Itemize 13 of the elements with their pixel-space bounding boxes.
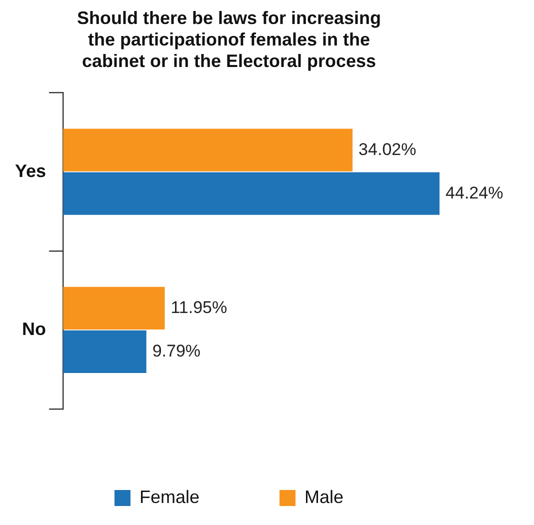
data-label: 9.79%: [152, 341, 201, 360]
legend-label: Male: [304, 486, 344, 507]
bar: [63, 172, 440, 215]
y-tick-label: No: [22, 318, 46, 339]
bar: [63, 286, 165, 330]
bar: [63, 330, 146, 373]
data-label: 11.95%: [170, 298, 228, 317]
bar: [63, 128, 353, 172]
y-tick-label: Yes: [14, 160, 46, 181]
chart-title: Should there be laws for increasing the participationof females in the cabinet or in the Electoral process: [76, 8, 382, 71]
legend-label: Female: [139, 486, 200, 507]
data-label: 44.24%: [446, 183, 504, 202]
data-label: 34.02%: [358, 140, 416, 159]
